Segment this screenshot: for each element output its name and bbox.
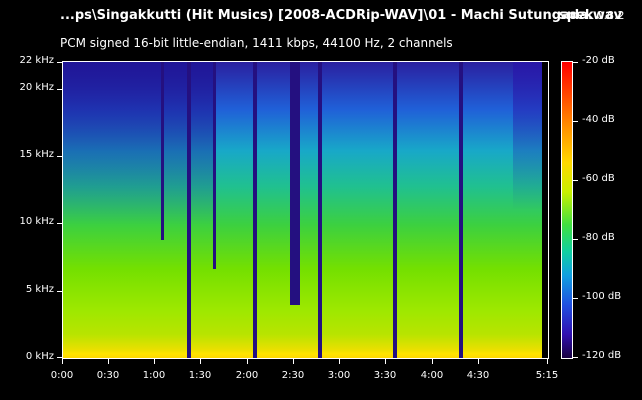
- db-tick-mark: [573, 180, 578, 181]
- spectrogram-silence-gap: [187, 62, 191, 358]
- y-tick-mark: [57, 156, 62, 157]
- db-tick-label: -120 dB: [582, 350, 622, 361]
- x-tick-label: 3:00: [327, 370, 351, 381]
- db-tick-mark: [573, 298, 578, 299]
- x-tick-mark: [62, 359, 63, 364]
- x-tick-mark: [339, 359, 340, 364]
- x-tick-label: 2:30: [281, 370, 305, 381]
- x-tick-label: 3:30: [373, 370, 397, 381]
- decibel-color-scale: [561, 61, 573, 359]
- spectrogram-plot: [62, 61, 549, 359]
- spectrogram-silence-gap: [459, 62, 463, 358]
- file-path-title: ...ps\Singakkutti (Hit Musics) [2008-ACD…: [60, 8, 623, 23]
- x-tick-label: 4:30: [466, 370, 490, 381]
- db-tick-label: -100 dB: [582, 291, 622, 302]
- db-tick-mark: [573, 239, 578, 240]
- window-title: ...ps\Singakkutti (Hit Musics) [2008-ACD…: [60, 8, 640, 26]
- spectrogram-dark-band: [161, 62, 164, 240]
- y-tick-mark: [57, 357, 62, 358]
- spectrogram-end-region: [542, 62, 548, 358]
- y-tick-mark: [57, 89, 62, 90]
- y-tick-mark: [57, 62, 62, 63]
- spectrogram-silence-gap: [253, 62, 257, 358]
- x-tick-label: 1:00: [142, 370, 166, 381]
- db-tick-mark: [573, 62, 578, 63]
- db-tick-label: -80 dB: [582, 232, 615, 243]
- x-tick-label: 4:00: [420, 370, 444, 381]
- y-tick-mark: [57, 291, 62, 292]
- spectrogram-dark-band: [290, 62, 300, 305]
- x-tick-mark: [293, 359, 294, 364]
- y-tick-label: 10 kHz: [19, 216, 54, 227]
- y-tick-label: 22 kHz: [19, 55, 54, 66]
- spectrogram-silence-gap: [318, 62, 322, 358]
- spectrogram-dark-band: [213, 62, 216, 270]
- y-tick-label: 20 kHz: [19, 82, 54, 93]
- x-tick-label: 2:00: [235, 370, 259, 381]
- x-tick-mark: [247, 359, 248, 364]
- x-tick-label: 0:30: [96, 370, 120, 381]
- db-tick-mark: [573, 121, 578, 122]
- x-tick-mark: [108, 359, 109, 364]
- x-tick-label: 5:15: [535, 370, 559, 381]
- y-tick-label: 0 kHz: [25, 351, 54, 362]
- x-tick-mark: [547, 359, 548, 364]
- x-tick-mark: [385, 359, 386, 364]
- y-tick-label: 5 kHz: [25, 284, 54, 295]
- stream-info: PCM signed 16-bit little-endian, 1411 kb…: [60, 36, 453, 50]
- db-tick-label: -40 dB: [582, 114, 615, 125]
- x-tick-mark: [200, 359, 201, 364]
- x-tick-mark: [432, 359, 433, 364]
- y-tick-label: 15 kHz: [19, 149, 54, 160]
- app-name: spek 0.8.2: [559, 8, 625, 23]
- spectrogram-silence-gap: [393, 62, 397, 358]
- x-tick-label: 1:30: [188, 370, 212, 381]
- app-version: 0.8.2: [596, 9, 625, 22]
- db-tick-label: -20 dB: [582, 55, 615, 66]
- db-tick-mark: [573, 357, 578, 358]
- y-tick-mark: [57, 223, 62, 224]
- x-tick-label: 0:00: [50, 370, 74, 381]
- x-tick-mark: [154, 359, 155, 364]
- db-tick-label: -60 dB: [582, 173, 615, 184]
- x-tick-mark: [478, 359, 479, 364]
